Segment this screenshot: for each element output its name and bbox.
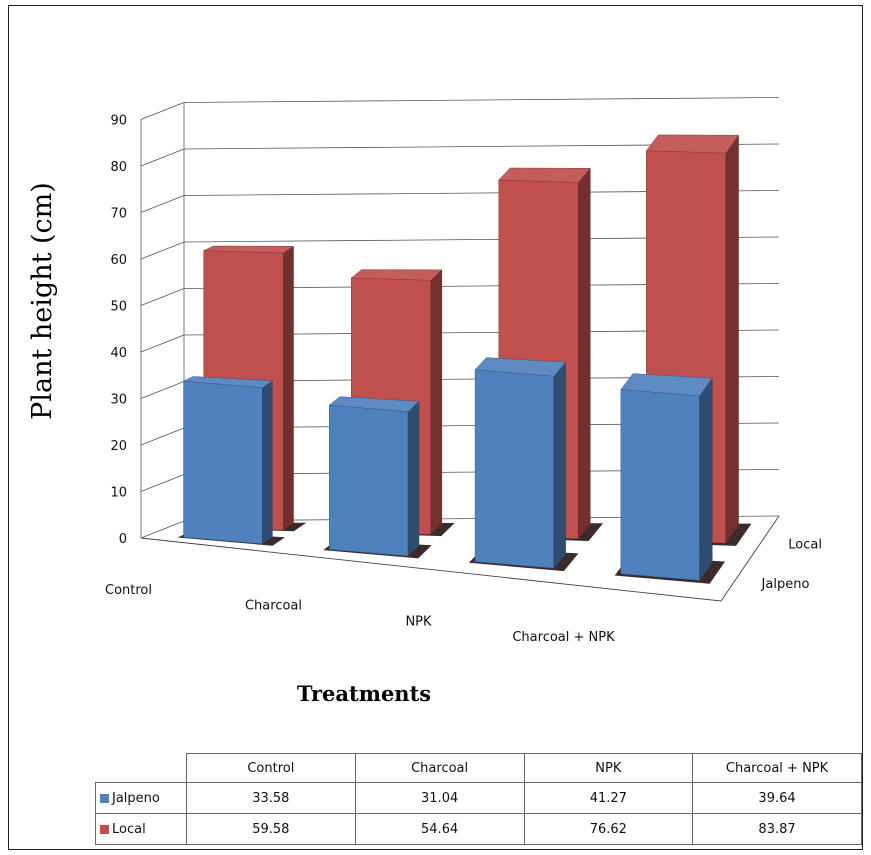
data-table-cell: 83.87: [692, 813, 862, 845]
gridline: [140, 520, 185, 539]
bar-top-face: [350, 269, 443, 281]
bar-side-face: [578, 167, 591, 540]
legend-key-local: Local: [95, 813, 187, 845]
y-axis-label: Plant height (cm): [27, 182, 58, 420]
bar-top-face: [474, 357, 567, 377]
bar-side-face: [553, 361, 566, 569]
bar-front-face: [620, 389, 700, 581]
gridline: [140, 148, 185, 167]
bar-front-face: [183, 380, 263, 545]
bar-front-face: [474, 369, 555, 569]
legend-label-jalpeno: Jalpeno: [112, 790, 160, 806]
gridline: [140, 241, 185, 260]
bar-top-face: [620, 373, 713, 397]
y-tick-label: 20: [110, 439, 127, 454]
x-axis-label: Treatments: [297, 681, 431, 706]
legend-swatch-local: [100, 824, 109, 834]
y-tick-label: 30: [110, 393, 127, 408]
bar-side-face: [262, 380, 273, 545]
x-tick-label: Charcoal: [245, 599, 302, 614]
gridline: [140, 334, 185, 353]
gridline: [140, 288, 185, 306]
data-table-cell: 39.64: [692, 782, 862, 814]
series-depth-label: Local: [788, 538, 822, 553]
data-table-cell: 31.04: [354, 782, 525, 814]
bar-jalpeno-npk: [468, 357, 579, 572]
data-table-header-row: Control Charcoal NPK Charcoal + NPK: [95, 753, 862, 783]
floor-edge: [140, 515, 780, 602]
y-tick-label: 90: [110, 114, 127, 129]
y-tick-label: 70: [110, 207, 127, 222]
bar-top-face: [203, 245, 295, 254]
y-tick-label: 60: [110, 253, 127, 268]
gridline: [140, 474, 185, 492]
data-table-cell: 59.58: [186, 813, 356, 845]
gridline: [140, 102, 185, 120]
y-tick-labels: 0 10 20 30 40 50 60 70 80 90: [110, 114, 127, 548]
legend-swatch-jalpeno: [100, 793, 109, 803]
bar-front-face: [329, 404, 409, 557]
bar-top-face: [182, 376, 274, 388]
gridline: [140, 381, 185, 399]
bar-jalpeno-charcoal: [323, 396, 432, 559]
bar-jalpeno-control: [177, 376, 285, 546]
series-depth-label: Jalpeno: [761, 577, 810, 592]
data-table: Control Charcoal NPK Charcoal + NPK Jalp…: [95, 753, 862, 845]
x-tick-label: NPK: [405, 614, 432, 629]
bar-jalpeno-charcoal-npk: [614, 373, 726, 584]
data-table-cell: 76.62: [523, 813, 694, 845]
gridline: [140, 427, 185, 446]
bar-top-face: [645, 134, 739, 154]
data-table-cell: 54.64: [354, 813, 525, 845]
data-table-cell: 33.58: [186, 782, 356, 814]
series-depth-labels: Jalpeno Local: [761, 538, 822, 592]
legend-label-local: Local: [112, 821, 146, 837]
data-table-cell: 41.27: [523, 782, 694, 814]
data-table-col-charcoal: Charcoal: [354, 753, 525, 783]
data-table-row-jalpeno: Jalpeno 33.58 31.04 41.27 39.64: [95, 782, 862, 814]
bar-side-face: [725, 134, 739, 544]
data-table-col-npk: NPK: [523, 753, 694, 783]
legend-key-jalpeno: Jalpeno: [95, 782, 187, 814]
chart-frame: 0 10 20 30 40 50 60 70 80 90 Control Charcoal NPK Ch…: [8, 5, 863, 850]
x-tick-labels: Control Charcoal NPK Charcoal + NPK: [105, 583, 615, 645]
y-tick-label: 40: [110, 346, 127, 361]
bar-side-face: [699, 377, 713, 582]
data-table-corner: [95, 753, 187, 783]
bar-side-face: [407, 400, 420, 557]
bar-top-face: [498, 167, 591, 183]
bar-top-face: [328, 396, 420, 412]
data-table-col-charcoal-npk: Charcoal + NPK: [692, 753, 862, 783]
data-table-col-control: Control: [186, 753, 356, 783]
bar-side-face: [430, 269, 443, 535]
chart-3d-bar: 0 10 20 30 40 50 60 70 80 90 Control Charcoal NPK Ch…: [27, 97, 822, 706]
y-tick-label: 50: [110, 300, 127, 315]
bars: [177, 134, 752, 584]
bar-side-face: [283, 245, 294, 531]
y-tick-label: 80: [110, 160, 127, 175]
data-table-row-local: Local 59.58 54.64 76.62 83.87: [95, 813, 862, 845]
gridline: [183, 97, 780, 103]
gridline: [140, 195, 185, 213]
y-tick-label: 0: [119, 532, 127, 547]
x-tick-label: Charcoal + NPK: [512, 630, 615, 645]
y-tick-label: 10: [110, 486, 127, 501]
x-tick-label: Control: [105, 583, 152, 598]
